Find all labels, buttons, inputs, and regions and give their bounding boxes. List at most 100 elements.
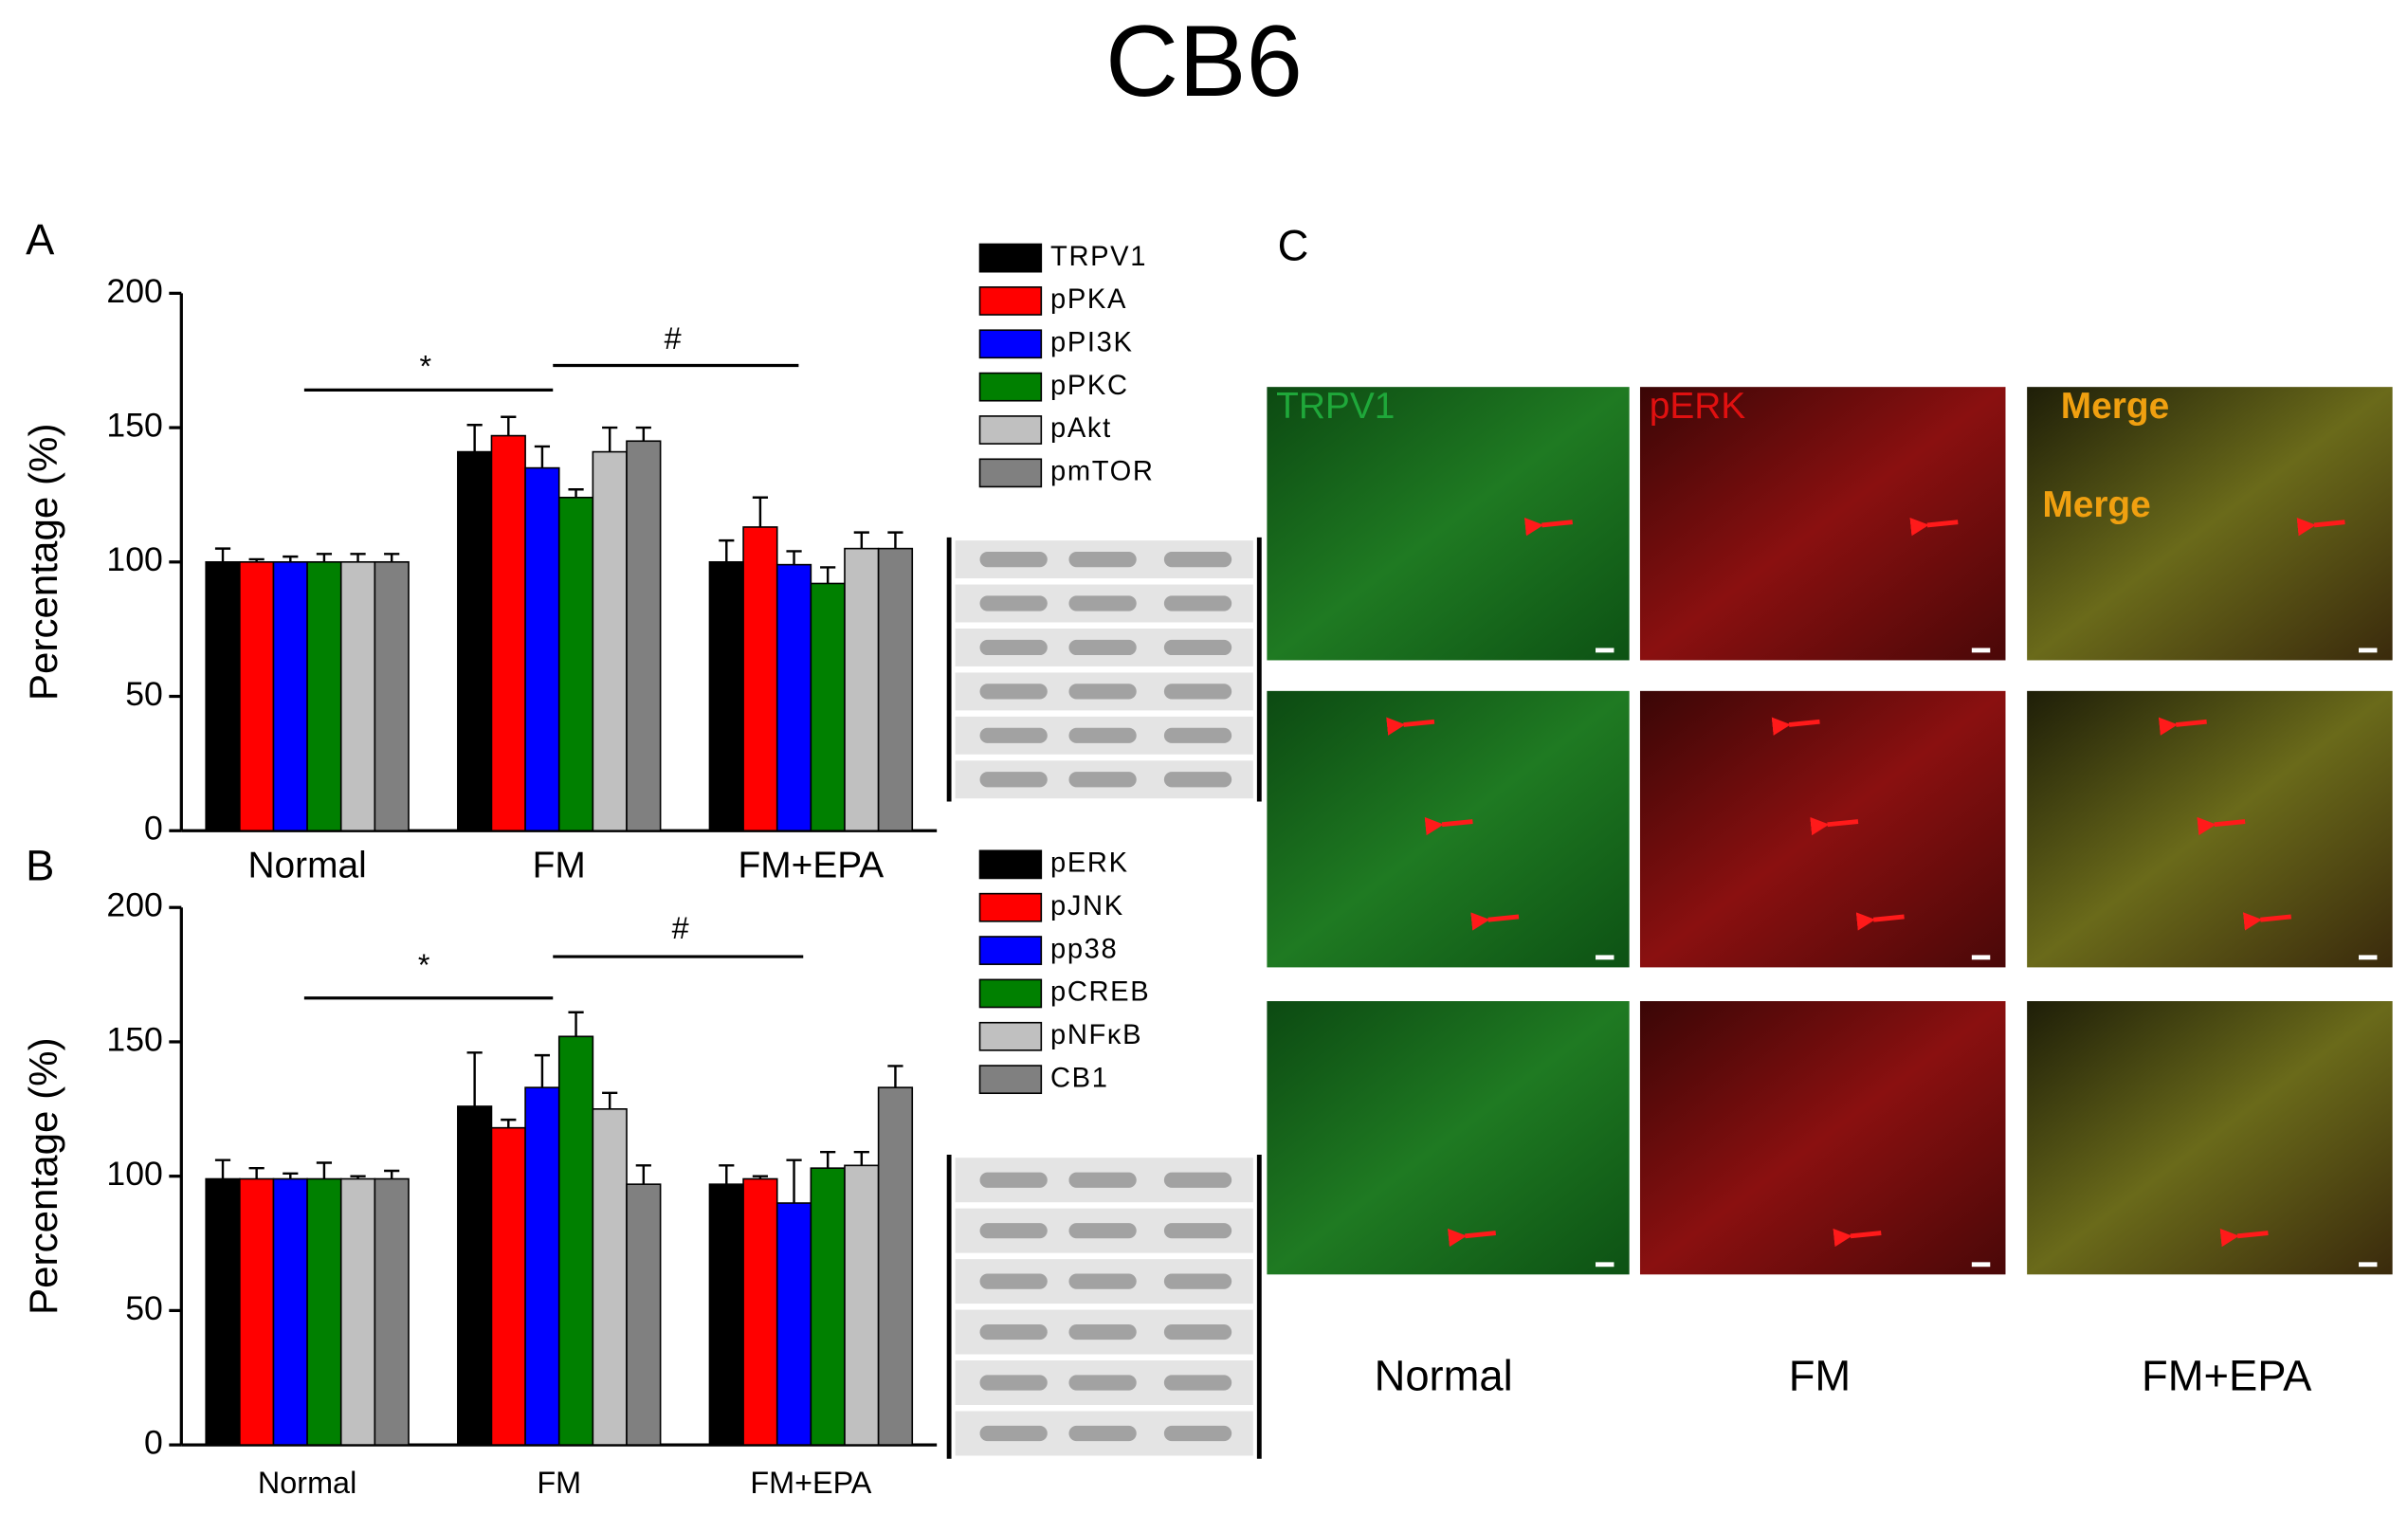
error-bar bbox=[283, 555, 299, 562]
legend-swatch bbox=[978, 286, 1043, 316]
error-bar bbox=[534, 445, 551, 468]
error-bar bbox=[635, 426, 651, 442]
bar bbox=[457, 450, 493, 832]
legend-label: pPI3K bbox=[1050, 328, 1133, 358]
micrograph bbox=[1639, 690, 2006, 968]
blot-band bbox=[1068, 684, 1137, 700]
scale-bar bbox=[1596, 1262, 1614, 1268]
arrow bbox=[2158, 717, 2207, 736]
y-tick-label: 50 bbox=[125, 675, 163, 713]
blot-band bbox=[979, 1273, 1048, 1289]
error-bar bbox=[248, 1166, 265, 1179]
blot-band bbox=[1068, 1375, 1137, 1391]
significance-mark: # bbox=[665, 321, 682, 356]
legend-label: pmTOR bbox=[1050, 457, 1155, 487]
error-bar bbox=[786, 1158, 802, 1204]
bar bbox=[306, 560, 342, 832]
error-bar bbox=[534, 1053, 551, 1088]
y-tick-label: 150 bbox=[106, 1020, 162, 1058]
x-tick-label: FM bbox=[537, 1466, 581, 1500]
blot-band bbox=[1068, 772, 1137, 788]
blot-band bbox=[979, 772, 1048, 788]
error-bar bbox=[602, 426, 618, 452]
error-bar bbox=[602, 1091, 618, 1109]
blot-band bbox=[1068, 1425, 1137, 1442]
error-bar bbox=[466, 424, 483, 452]
blot-band bbox=[1163, 1425, 1232, 1442]
arrow bbox=[1771, 717, 1820, 736]
bar bbox=[306, 1177, 342, 1446]
arrow bbox=[1386, 717, 1435, 736]
y-axis-label: Percentage (%) bbox=[21, 1037, 65, 1315]
error-bar bbox=[214, 1158, 231, 1179]
scale-bar bbox=[2358, 955, 2378, 960]
legend-label: pPKC bbox=[1050, 371, 1129, 401]
bar bbox=[775, 563, 812, 832]
legend-swatch bbox=[978, 849, 1043, 880]
legend-swatch bbox=[978, 978, 1043, 1009]
bar bbox=[742, 526, 778, 832]
scale-bar bbox=[2358, 648, 2378, 653]
bar bbox=[626, 1183, 662, 1446]
bar bbox=[592, 450, 628, 832]
blot-band bbox=[1163, 1323, 1232, 1341]
legend-label: pp38 bbox=[1050, 934, 1118, 964]
bar bbox=[810, 1167, 846, 1446]
bar bbox=[592, 1108, 628, 1446]
y-tick-label: 150 bbox=[106, 406, 162, 444]
bar bbox=[205, 1177, 241, 1446]
error-bar bbox=[283, 1172, 299, 1179]
legend-swatch bbox=[978, 415, 1043, 445]
blot-band bbox=[979, 684, 1048, 700]
group-label: FM bbox=[1789, 1351, 1851, 1399]
error-bar bbox=[820, 1150, 836, 1169]
arrow bbox=[1833, 1228, 1882, 1248]
error-bar bbox=[752, 496, 769, 527]
arrow bbox=[1470, 912, 1520, 931]
error-bar bbox=[568, 1011, 584, 1037]
scale-bar bbox=[1596, 648, 1614, 653]
y-axis-label: Percentage (%) bbox=[21, 424, 65, 702]
blot-band bbox=[979, 1223, 1048, 1239]
x-tick-label: FM+EPA bbox=[750, 1466, 871, 1500]
error-bar bbox=[501, 1118, 517, 1128]
y-tick-label: 0 bbox=[144, 810, 163, 848]
micrograph bbox=[1267, 387, 1630, 661]
error-bar bbox=[853, 1150, 869, 1166]
bar bbox=[490, 1126, 526, 1446]
y-tick-label: 100 bbox=[106, 540, 162, 578]
arrow bbox=[2219, 1228, 2269, 1248]
figure-title: CB6 bbox=[1105, 4, 1303, 118]
error-bar bbox=[568, 488, 584, 498]
bar bbox=[844, 547, 880, 832]
error-bar bbox=[214, 547, 231, 562]
scale-bar bbox=[1971, 1262, 1991, 1268]
arrow bbox=[1523, 517, 1573, 537]
legend-swatch bbox=[978, 458, 1043, 488]
panel-label: A bbox=[26, 215, 55, 264]
legend-label: pJNK bbox=[1050, 891, 1124, 921]
blot-band bbox=[1163, 1273, 1232, 1289]
x-tick-label: FM+EPA bbox=[739, 845, 885, 885]
bar bbox=[272, 1177, 308, 1446]
blot-band bbox=[979, 552, 1048, 568]
bar bbox=[239, 560, 275, 832]
bar bbox=[339, 560, 376, 832]
blot-band bbox=[1163, 1172, 1232, 1188]
blot-band bbox=[979, 639, 1048, 656]
y-tick-label: 200 bbox=[106, 272, 162, 310]
blot-band bbox=[1163, 1375, 1232, 1391]
blot-band bbox=[1163, 684, 1232, 700]
legend-swatch bbox=[978, 329, 1043, 359]
legend-swatch bbox=[978, 936, 1043, 965]
bar bbox=[374, 560, 410, 832]
blot-band bbox=[1163, 552, 1232, 568]
blot-band bbox=[979, 595, 1048, 611]
blot-band bbox=[1068, 727, 1137, 743]
blot-band bbox=[1068, 552, 1137, 568]
bar bbox=[490, 434, 526, 832]
blot-band bbox=[979, 1375, 1048, 1391]
legend-swatch bbox=[978, 372, 1043, 402]
bar bbox=[239, 1177, 275, 1446]
